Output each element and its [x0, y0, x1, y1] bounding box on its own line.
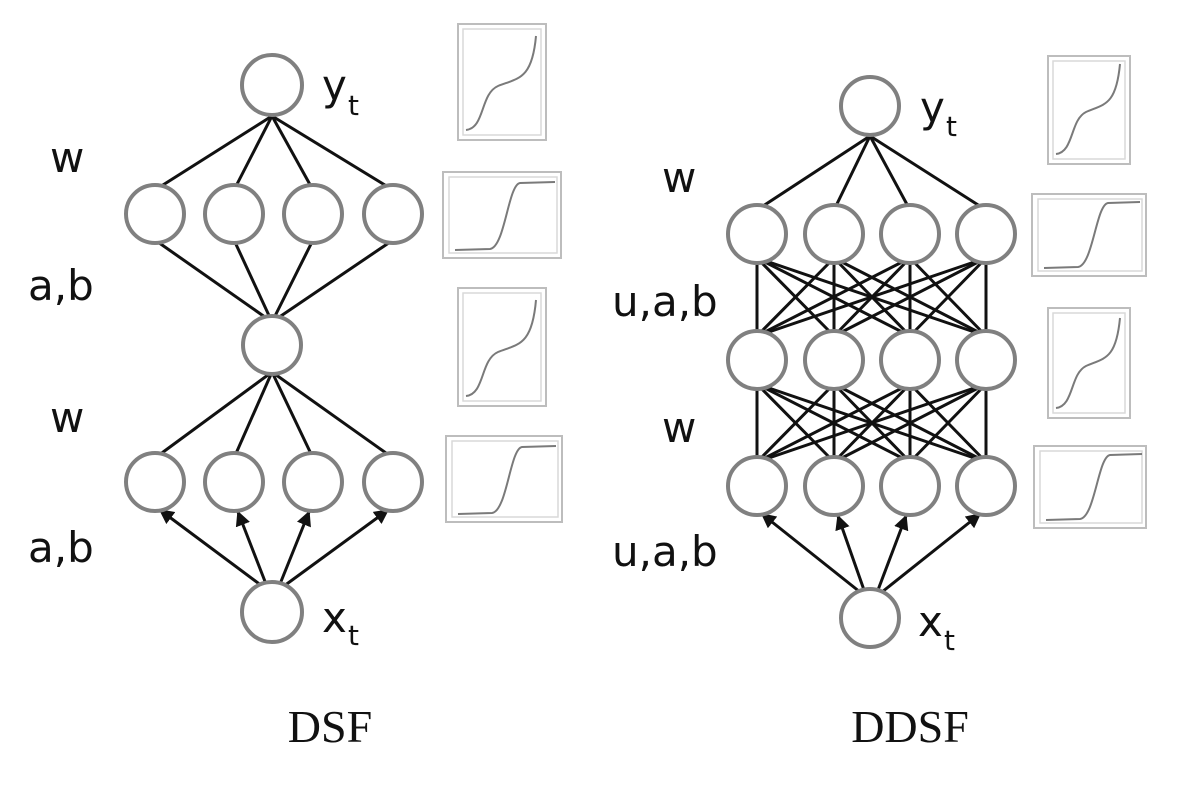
sigmoid-curve-icon — [1031, 193, 1147, 277]
ddsf-bottom-node-1 — [726, 455, 788, 517]
dsf-layer-label-3: w — [50, 393, 84, 442]
dsf-input-subscript: t — [348, 619, 359, 652]
sigmoid-curve-icon — [445, 435, 563, 523]
ddsf-top-node-2 — [803, 203, 865, 265]
dsf-output-edges — [154, 114, 394, 192]
ddsf-lower-edge-3-0 — [756, 382, 987, 464]
dsf-top-node-4 — [362, 183, 424, 245]
dsf-bottom-node-3 — [282, 451, 344, 513]
ddsf-upper-dense-edges — [755, 256, 988, 338]
ddsf-bottom-node-3 — [879, 455, 941, 517]
dsf-input-node — [240, 580, 304, 644]
dsf-top-node-3 — [282, 183, 344, 245]
ddsf-lower-edge-2-0 — [756, 382, 911, 464]
ddsf-lower-dense-edges — [755, 382, 988, 464]
ddsf-input-subscript: t — [944, 624, 955, 657]
dsf-middle-node — [241, 314, 303, 376]
dsf-lower-edges — [154, 370, 394, 460]
dsf-bottom-node-1 — [124, 451, 186, 513]
ddsf-upper-edge-2-0 — [756, 256, 911, 338]
ddsf-top-node-3 — [879, 203, 941, 265]
ddsf-bottom-node-2 — [803, 455, 865, 517]
inverse-sigmoid-curve-icon — [457, 23, 547, 141]
dsf-output-subscript: t — [348, 89, 359, 122]
ddsf-input-label: x — [918, 597, 943, 646]
inverse-sigmoid-curve-icon — [457, 287, 547, 407]
dsf-layer-label-4: a,b — [28, 523, 94, 572]
ddsf-middle-node-2 — [803, 329, 865, 391]
ddsf-top-node-1 — [726, 203, 788, 265]
dsf-input-label: x — [322, 593, 347, 642]
inverse-sigmoid-curve-icon — [1047, 55, 1131, 165]
ddsf-lower-edge-3-2 — [908, 382, 988, 464]
ddsf-output-node — [839, 75, 901, 137]
dsf-top-node-2 — [203, 183, 265, 245]
ddsf-layer-label-3: w — [662, 403, 696, 452]
ddsf-upper-edge-1-0 — [755, 256, 836, 338]
dsf-bottom-node-4 — [362, 451, 424, 513]
ddsf-middle-node-1 — [726, 329, 788, 391]
ddsf-top-node-4 — [955, 203, 1017, 265]
ddsf-input-arrows — [760, 512, 982, 594]
ddsf-middle-node-3 — [879, 329, 941, 391]
sigmoid-curve-icon — [442, 171, 562, 259]
ddsf-output-label: y — [920, 83, 945, 132]
ddsf-panel: y t x t w u,a,b w u,a,b DDSF — [612, 55, 1147, 752]
dsf-layer-label-1: w — [50, 133, 84, 182]
dsf-output-node — [240, 53, 304, 117]
ddsf-lower-edge-1-0 — [755, 382, 836, 464]
ddsf-output-subscript: t — [946, 110, 957, 143]
ddsf-layer-label-2: u,a,b — [612, 277, 718, 326]
ddsf-upper-edge-3-0 — [756, 256, 987, 338]
ddsf-input-node — [839, 587, 901, 649]
ddsf-caption: DDSF — [851, 701, 969, 752]
dsf-top-node-1 — [124, 183, 186, 245]
ddsf-upper-edge-3-2 — [908, 256, 988, 338]
dsf-layer-label-2: a,b — [28, 261, 94, 310]
ddsf-output-edges — [756, 134, 987, 212]
ddsf-lower-edge-3-1 — [833, 382, 987, 464]
dsf-panel: y t x t w a,b w a,b DSF — [28, 23, 563, 752]
dsf-output-label: y — [322, 61, 347, 110]
ddsf-layer-label-1: w — [662, 153, 696, 202]
sigmoid-curve-icon — [1033, 445, 1147, 529]
dsf-caption: DSF — [288, 701, 372, 752]
ddsf-upper-edge-3-1 — [833, 256, 987, 338]
inverse-sigmoid-curve-icon — [1047, 307, 1131, 419]
ddsf-layer-label-4: u,a,b — [612, 527, 718, 576]
dsf-input-arrows — [158, 508, 390, 588]
dsf-upper-edges — [154, 238, 394, 324]
dsf-bottom-node-2 — [203, 451, 265, 513]
ddsf-bottom-node-4 — [955, 455, 1017, 517]
ddsf-middle-node-4 — [955, 329, 1017, 391]
